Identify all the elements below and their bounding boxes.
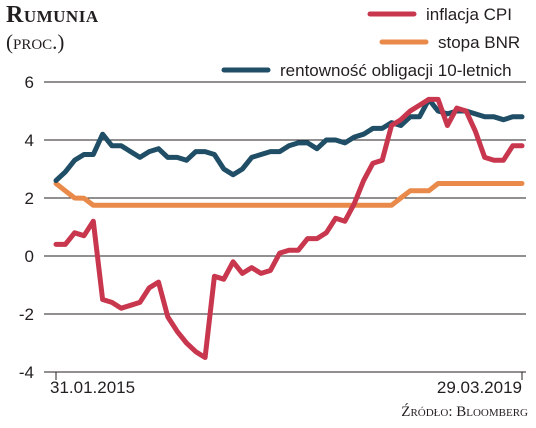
x-start-label: 31.01.2015 bbox=[50, 378, 135, 397]
grid-lines bbox=[44, 81, 526, 373]
y-tick-label: 0 bbox=[25, 247, 34, 266]
chart-subtitle: (proc.) bbox=[6, 30, 65, 54]
y-tick-label: -4 bbox=[19, 363, 34, 382]
series-line-1 bbox=[53, 96, 525, 360]
series-line-2 bbox=[53, 181, 525, 208]
legend-label: stopa BNR bbox=[438, 33, 520, 52]
chart-title: Rumunia bbox=[6, 2, 99, 28]
x-axis: 31.01.2015 29.03.2019 bbox=[50, 372, 523, 397]
legend: inflacja CPI stopa BNR rentowność obligacj… bbox=[221, 5, 520, 80]
x-end-label: 29.03.2019 bbox=[437, 378, 522, 397]
source-note: Źródło: Bloomberg bbox=[401, 404, 528, 420]
series-lines bbox=[53, 96, 525, 360]
legend-label: rentowność obligacji 10-letnich bbox=[280, 61, 512, 80]
y-tick-label: 2 bbox=[25, 189, 34, 208]
y-axis-ticks: -4 -2 0 2 4 6 bbox=[19, 73, 34, 382]
y-tick-label: -2 bbox=[19, 305, 34, 324]
y-tick-label: 4 bbox=[25, 131, 34, 150]
legend-label: inflacja CPI bbox=[426, 5, 512, 24]
y-tick-label: 6 bbox=[25, 73, 34, 92]
